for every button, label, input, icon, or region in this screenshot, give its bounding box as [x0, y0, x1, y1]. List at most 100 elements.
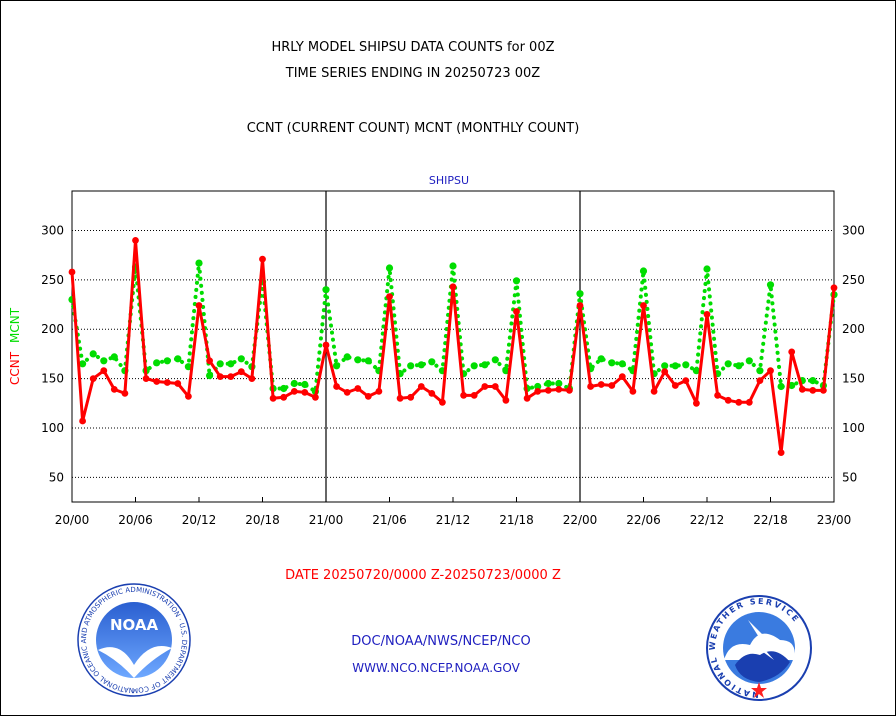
y-tick-label-right: 250 [842, 273, 865, 287]
data-point-ccnt [534, 388, 542, 395]
data-point-mcnt [89, 350, 97, 358]
data-point-ccnt [470, 392, 478, 399]
data-point-ccnt [491, 383, 499, 390]
data-point-mcnt [671, 362, 679, 370]
data-point-mcnt [100, 357, 108, 365]
data-point-ccnt [576, 302, 584, 309]
data-point-mcnt [692, 367, 701, 375]
data-point-ccnt [693, 399, 700, 407]
data-point-ccnt [174, 380, 182, 387]
data-point-ccnt [89, 375, 97, 382]
data-point-ccnt [724, 396, 732, 404]
data-point-ccnt [608, 382, 616, 389]
data-point-mcnt [576, 290, 584, 298]
data-point-ccnt [312, 393, 319, 401]
data-point-mcnt [608, 359, 616, 367]
data-point-ccnt [481, 383, 489, 390]
x-tick-label: 22/12 [690, 513, 725, 527]
y-axis-label-mcnt: MCNT [8, 307, 22, 343]
data-point-mcnt [639, 267, 648, 275]
title-line-1: HRLY MODEL SHIPSU DATA COUNTS for 00Z [272, 40, 555, 55]
data-point-ccnt [460, 392, 467, 399]
data-point-mcnt [777, 382, 785, 391]
x-tick-label: 21/00 [309, 513, 344, 527]
x-tick-label: 20/00 [55, 513, 90, 527]
data-point-ccnt [248, 375, 256, 382]
chart-title: SHIPSU [429, 174, 469, 187]
data-point-ccnt [259, 255, 266, 263]
data-point-ccnt [640, 302, 647, 309]
data-point-mcnt [163, 357, 171, 365]
data-point-ccnt [544, 387, 552, 394]
data-point-ccnt [386, 293, 393, 300]
data-point-ccnt [788, 348, 796, 356]
data-point-ccnt [290, 388, 298, 395]
data-point-mcnt [756, 367, 764, 375]
data-point-ccnt [206, 357, 214, 365]
data-point-ccnt [216, 373, 224, 380]
y-tick-label-left: 250 [41, 273, 64, 287]
data-point-ccnt [767, 367, 774, 375]
data-point-mcnt [227, 360, 235, 368]
url-line: WWW.NCO.NCEP.NOAA.GOV [352, 661, 520, 675]
data-point-mcnt [618, 360, 626, 368]
x-tick-label: 23/00 [817, 513, 852, 527]
data-point-ccnt [523, 394, 531, 402]
data-point-mcnt [809, 377, 817, 385]
nws-logo: NATIONAL WEATHER SERVICE [706, 595, 812, 701]
data-point-ccnt [735, 398, 743, 406]
data-point-mcnt [237, 355, 245, 363]
data-point-ccnt [407, 393, 415, 401]
data-point-ccnt [566, 387, 573, 394]
data-point-mcnt [470, 362, 478, 370]
data-point-mcnt [555, 379, 563, 388]
data-point-ccnt [375, 388, 383, 395]
data-point-mcnt [280, 384, 288, 393]
data-point-ccnt [513, 308, 520, 315]
y-tick-label-right: 50 [842, 470, 857, 484]
data-point-mcnt [174, 355, 182, 363]
data-point-ccnt [439, 398, 446, 406]
data-point-ccnt [449, 283, 457, 291]
data-point-mcnt [703, 265, 711, 273]
x-tick-label: 21/06 [372, 513, 407, 527]
data-point-mcnt [766, 281, 775, 289]
data-point-mcnt [512, 277, 521, 285]
data-point-ccnt [396, 394, 404, 402]
plot-frame [71, 190, 835, 503]
data-point-ccnt [618, 373, 626, 380]
data-point-mcnt [385, 264, 394, 272]
data-point-ccnt [163, 379, 171, 386]
x-tick-label: 22/00 [563, 513, 598, 527]
data-point-ccnt [703, 311, 711, 318]
data-point-mcnt [735, 362, 743, 370]
data-point-mcnt [597, 355, 605, 363]
noaa-logo: NATIONAL OCEANIC AND ATMOSPHERIC ADMINIS… [0, 0, 191, 697]
data-point-ccnt [269, 394, 277, 402]
y-axis-label-ccnt: CCNT [8, 351, 22, 385]
data-point-mcnt [79, 360, 87, 368]
data-point-ccnt [671, 382, 679, 389]
data-point-mcnt [110, 353, 118, 361]
data-point-ccnt [301, 389, 309, 396]
data-point-ccnt [110, 386, 118, 393]
noaa-logo-text: NOAA [110, 616, 159, 634]
data-point-ccnt [502, 396, 510, 404]
data-point-mcnt [364, 357, 372, 365]
data-point-ccnt [809, 387, 817, 394]
y-tick-label-left: 100 [41, 421, 64, 435]
data-point-mcnt [661, 362, 669, 370]
data-point-ccnt [777, 449, 785, 456]
data-point-mcnt [354, 356, 362, 364]
y-tick-label-left: 150 [41, 372, 64, 386]
data-point-ccnt [195, 302, 203, 309]
data-point-ccnt [555, 386, 563, 393]
x-tick-label: 22/18 [753, 513, 788, 527]
y-tick-label-right: 200 [842, 322, 865, 336]
data-point-mcnt [153, 359, 161, 367]
data-point-mcnt [290, 379, 298, 388]
x-tick-label: 21/18 [499, 513, 534, 527]
data-point-mcnt [682, 361, 690, 369]
data-point-ccnt [68, 268, 76, 276]
